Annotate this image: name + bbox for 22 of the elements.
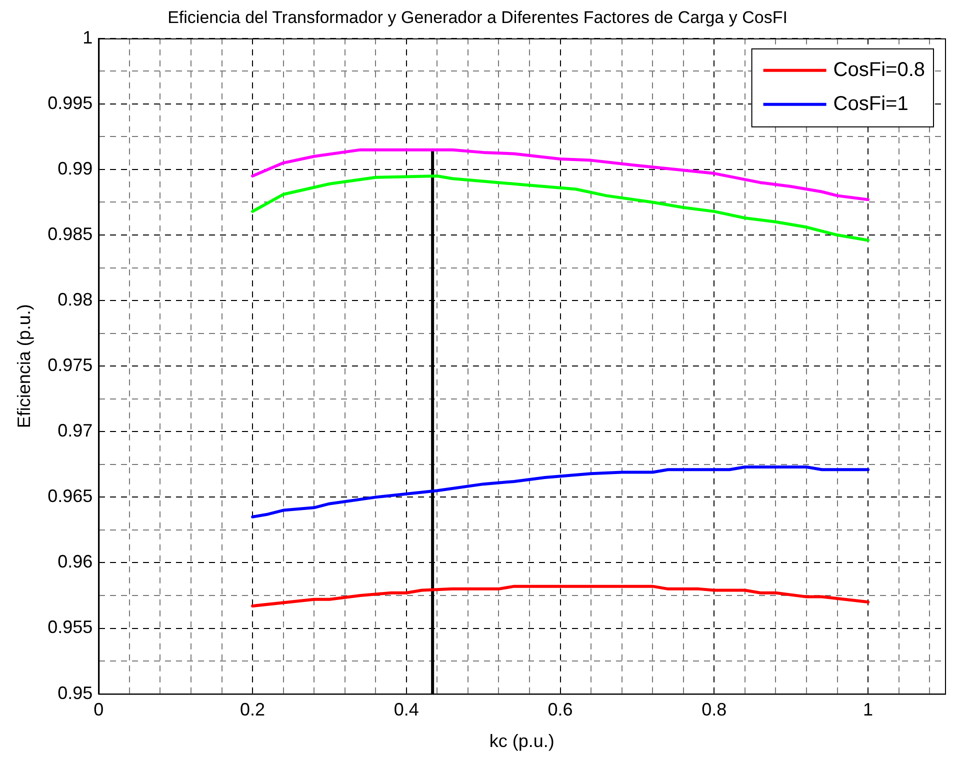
x-tick-label: 0.2 — [240, 700, 266, 720]
y-tick-label: 0.995 — [48, 92, 93, 113]
y-tick-label: 0.99 — [58, 158, 93, 178]
chart-title: Eficiencia del Transformador y Generador a Diferentes Factores de Carga y CosFI — [168, 8, 788, 27]
x-tick-label: 0.6 — [548, 700, 573, 720]
y-tick-label: 0.965 — [48, 486, 93, 506]
y-axis-title: Eficiencia (p.u.) — [14, 304, 34, 428]
x-tick-label: 0.4 — [394, 700, 419, 720]
y-tick-label: 0.98 — [58, 290, 93, 310]
y-tick-label: 0.955 — [48, 617, 93, 638]
y-tick-label: 0.95 — [58, 682, 93, 703]
legend-label: CosFi=0.8 — [833, 58, 926, 81]
y-tick-label: 0.97 — [58, 420, 93, 441]
x-axis-title: kc (p.u.) — [489, 731, 554, 752]
y-tick-label: 0.985 — [48, 224, 93, 244]
y-tick-label: 0.96 — [58, 552, 93, 572]
y-tick-label: 1 — [82, 27, 93, 48]
x-tick-label: 0 — [94, 700, 104, 720]
y-tick-label: 0.975 — [48, 355, 93, 376]
x-tick-label: 1 — [863, 700, 874, 720]
legend-label: CosFi=1 — [833, 92, 908, 115]
x-tick-label: 0.8 — [702, 700, 727, 720]
